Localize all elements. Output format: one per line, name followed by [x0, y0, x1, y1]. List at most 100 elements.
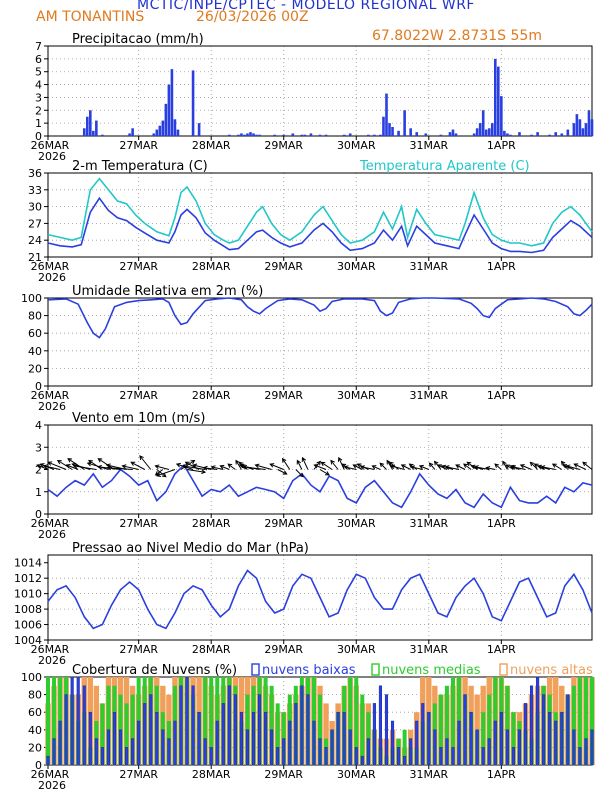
cloud-bar-nuvens-baixas	[360, 755, 364, 766]
cloud-bar-nuvens-baixas	[409, 738, 413, 766]
x-tick-label: 31MAR	[409, 643, 448, 656]
cloud-bar-nuvens-baixas	[487, 738, 491, 766]
wind-arrow	[574, 463, 587, 470]
cloud-bar-nuvens-baixas	[542, 694, 546, 766]
y-tick-label: 5	[35, 66, 42, 79]
cloud-bar-nuvens-baixas	[251, 711, 256, 766]
cloud-bar-nuvens-baixas	[378, 685, 382, 766]
x-tick-label: 30MAR	[337, 643, 376, 656]
x-tick-label: 29MAR	[264, 768, 303, 781]
wind-arrow	[155, 465, 170, 470]
panel-title: 2-m Temperatura (C)	[72, 159, 208, 174]
cloud-bar-nuvens-baixas	[469, 711, 473, 766]
x-tick-label: 30MAR	[337, 260, 376, 273]
cloud-bar-nuvens-baixas	[560, 711, 564, 766]
wind-arrow-head	[356, 463, 362, 468]
cloud-bar-nuvens-medias	[583, 677, 588, 765]
y-tick-label: 7	[35, 40, 42, 53]
wind-arrow	[511, 466, 526, 470]
panel-title: Vento em 10m (m/s)	[72, 411, 205, 426]
cloud-bar-nuvens-baixas	[584, 738, 588, 766]
wind-arrow	[182, 465, 206, 470]
precip-bar	[575, 114, 579, 136]
x-tick-label: 1APR	[487, 139, 516, 152]
precip-bar	[382, 116, 385, 136]
wind-arrow-head	[96, 464, 102, 470]
cloud-bar-nuvens-baixas	[215, 720, 219, 766]
pressure-line	[47, 569, 593, 630]
cloud-bar-nuvens-baixas	[282, 738, 286, 766]
wind-arrow	[353, 464, 363, 470]
y-tick-label: 21	[28, 251, 42, 264]
wind-arrow	[330, 460, 339, 470]
precip-bar	[95, 120, 98, 136]
y-tick-label: 80	[28, 310, 42, 323]
wind-arrow-head	[97, 458, 103, 463]
precip-bar	[500, 96, 503, 136]
wind-arrow-head	[533, 463, 539, 468]
wind-arrow-head	[338, 456, 343, 462]
panel-title: Pressao ao Nivel Medio do Mar (hPa)	[72, 541, 309, 556]
wind-arrow-head	[242, 464, 247, 470]
wind-arrow-head	[470, 464, 476, 470]
cloud-bar-nuvens-baixas	[475, 729, 479, 766]
wind-arrow	[57, 460, 73, 470]
wind-arrow-head	[299, 472, 304, 478]
cloud-bar-nuvens-medias	[318, 694, 322, 765]
legend-label: nuvens baixas	[262, 663, 356, 678]
cloud-bar-nuvens-baixas	[143, 703, 147, 766]
x-tick-label: 28MAR	[192, 768, 231, 781]
cloud-bar-nuvens-medias	[360, 694, 365, 765]
cloud-bar-nuvens-baixas	[548, 711, 552, 766]
wind-arrow-head	[139, 455, 144, 461]
wind-arrow	[486, 467, 496, 470]
precip-bar	[409, 128, 412, 136]
wind-arrow-head	[254, 463, 260, 469]
precip-bar	[309, 133, 313, 136]
wind-arrow-head	[494, 463, 500, 469]
cloud-bar-nuvens-baixas	[384, 694, 389, 766]
wind-arrow-head	[65, 463, 71, 469]
wind-arrow-head	[573, 463, 579, 468]
wind-arrow	[282, 458, 291, 470]
cloud-bar-nuvens-baixas	[209, 747, 213, 766]
wind-arrow-head	[296, 459, 301, 465]
x-tick-label: 31MAR	[409, 260, 448, 273]
x-tick-label: 29MAR	[264, 139, 303, 152]
wind-arrow-head	[56, 459, 62, 465]
wind-arrow-head	[509, 464, 515, 470]
wind-arrow-head	[301, 456, 307, 462]
precip-bar	[554, 132, 558, 136]
wind-arrow	[314, 464, 327, 470]
wind-arrow	[552, 463, 563, 470]
wind-arrow	[67, 458, 85, 470]
wind-arrow-head	[192, 463, 198, 469]
wind-arrow	[410, 466, 423, 470]
x-tick-label: 27MAR	[119, 389, 158, 402]
precip-bar	[167, 84, 171, 136]
wind-arrow-head	[466, 461, 472, 467]
x-tick-label: 27MAR	[119, 517, 158, 530]
cloud-bar-nuvens-baixas	[191, 685, 195, 766]
precip-bar	[481, 110, 485, 136]
wind-arrow	[372, 465, 381, 470]
wind-arrow-head	[320, 461, 326, 467]
cloud-bar-nuvens-medias	[100, 703, 105, 765]
cloud-bar-nuvens-baixas	[94, 738, 98, 766]
precip-bar	[237, 134, 240, 136]
precip-bar	[92, 130, 95, 136]
wind-arrow-head	[410, 465, 416, 470]
x-tick-label: 1APR	[487, 517, 516, 530]
precip-bar	[282, 134, 286, 136]
wind-arrow	[186, 469, 206, 473]
wind-arrow-head	[428, 462, 434, 468]
precip-bar	[493, 58, 497, 136]
precip-bar	[152, 133, 156, 136]
precip-bar	[475, 128, 479, 136]
cloud-bar-nuvens-medias	[275, 703, 280, 765]
cloud-bar-nuvens-baixas	[457, 720, 461, 766]
wind-arrow-head	[455, 464, 461, 469]
cloud-bar-nuvens-baixas	[52, 738, 56, 766]
precip-bar	[397, 130, 400, 136]
